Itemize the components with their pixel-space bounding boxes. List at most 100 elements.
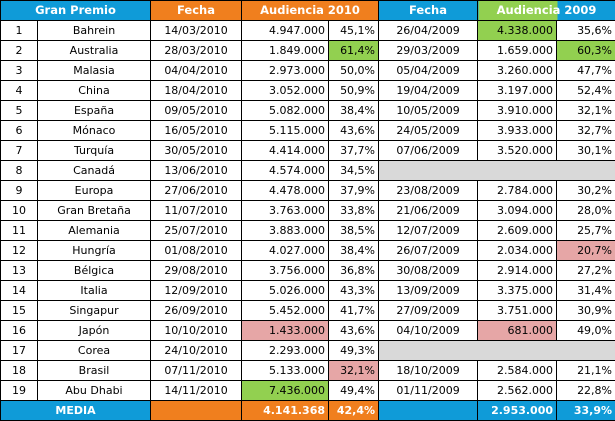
audience-2010: 4.478.000 bbox=[242, 181, 329, 201]
audience-2010: 2.293.000 bbox=[242, 341, 329, 361]
share-2009: 28,0% bbox=[557, 201, 615, 221]
row-number: 2 bbox=[1, 41, 38, 61]
date-2010: 24/10/2010 bbox=[151, 341, 242, 361]
header-audiencia-2010: Audiencia 2010 bbox=[242, 1, 379, 21]
audience-2009: 2.034.000 bbox=[478, 241, 557, 261]
date-2009: 12/07/2009 bbox=[379, 221, 478, 241]
audience-2009: 4.338.000 bbox=[478, 21, 557, 41]
row-number: 9 bbox=[1, 181, 38, 201]
no-race-2009 bbox=[379, 161, 615, 181]
grand-prix-name: Canadá bbox=[38, 161, 151, 181]
date-2009: 21/06/2009 bbox=[379, 201, 478, 221]
audience-2010: 2.973.000 bbox=[242, 61, 329, 81]
grand-prix-name: Malasia bbox=[38, 61, 151, 81]
date-2010: 13/06/2010 bbox=[151, 161, 242, 181]
audience-2010: 7.436.000 bbox=[242, 381, 329, 401]
audience-2010: 4.027.000 bbox=[242, 241, 329, 261]
share-2009: 32,1% bbox=[557, 101, 615, 121]
date-2010: 10/10/2010 bbox=[151, 321, 242, 341]
row-number: 3 bbox=[1, 61, 38, 81]
grand-prix-name: Corea bbox=[38, 341, 151, 361]
share-2010: 34,5% bbox=[329, 161, 379, 181]
no-race-2009 bbox=[379, 341, 615, 361]
date-2009: 30/08/2009 bbox=[379, 261, 478, 281]
share-2010: 49,4% bbox=[329, 381, 379, 401]
grand-prix-name: Brasil bbox=[38, 361, 151, 381]
row-number: 18 bbox=[1, 361, 38, 381]
audience-2009: 3.260.000 bbox=[478, 61, 557, 81]
share-2009: 25,7% bbox=[557, 221, 615, 241]
share-2010: 36,8% bbox=[329, 261, 379, 281]
row-number: 11 bbox=[1, 221, 38, 241]
header-fecha-2009: Fecha bbox=[379, 1, 478, 21]
footer-share-2009: 33,9% bbox=[557, 401, 615, 421]
share-2009: 31,4% bbox=[557, 281, 615, 301]
grand-prix-name: Gran Bretaña bbox=[38, 201, 151, 221]
row-number: 6 bbox=[1, 121, 38, 141]
row-number: 8 bbox=[1, 161, 38, 181]
row-number: 12 bbox=[1, 241, 38, 261]
date-2010: 27/06/2010 bbox=[151, 181, 242, 201]
share-2010: 49,3% bbox=[329, 341, 379, 361]
date-2009: 10/05/2009 bbox=[379, 101, 478, 121]
share-2010: 37,7% bbox=[329, 141, 379, 161]
date-2010: 14/03/2010 bbox=[151, 21, 242, 41]
row-number: 7 bbox=[1, 141, 38, 161]
grand-prix-name: Japón bbox=[38, 321, 151, 341]
date-2009: 07/06/2009 bbox=[379, 141, 478, 161]
audience-2009: 2.562.000 bbox=[478, 381, 557, 401]
share-2010: 37,9% bbox=[329, 181, 379, 201]
date-2009: 19/04/2009 bbox=[379, 81, 478, 101]
share-2009: 27,2% bbox=[557, 261, 615, 281]
share-2010: 43,6% bbox=[329, 321, 379, 341]
share-2009: 20,7% bbox=[557, 241, 615, 261]
header-audiencia-2009: Audiencia 2009 bbox=[478, 1, 615, 21]
header-gran-premio: Gran Premio bbox=[1, 1, 151, 21]
audience-2009: 2.609.000 bbox=[478, 221, 557, 241]
audience-2010: 1.433.000 bbox=[242, 321, 329, 341]
row-number: 1 bbox=[1, 21, 38, 41]
row-number: 15 bbox=[1, 301, 38, 321]
share-2009: 30,2% bbox=[557, 181, 615, 201]
date-2009: 05/04/2009 bbox=[379, 61, 478, 81]
grand-prix-name: Alemania bbox=[38, 221, 151, 241]
share-2010: 45,1% bbox=[329, 21, 379, 41]
grand-prix-name: Bahrein bbox=[38, 21, 151, 41]
audience-2010: 3.883.000 bbox=[242, 221, 329, 241]
footer-spacer-2009 bbox=[379, 401, 478, 421]
footer-share-2010: 42,4% bbox=[329, 401, 379, 421]
row-number: 10 bbox=[1, 201, 38, 221]
audience-2009: 3.910.000 bbox=[478, 101, 557, 121]
grand-prix-name: Bélgica bbox=[38, 261, 151, 281]
share-2010: 38,4% bbox=[329, 101, 379, 121]
audience-2009: 3.520.000 bbox=[478, 141, 557, 161]
share-2009: 21,1% bbox=[557, 361, 615, 381]
share-2009: 47,7% bbox=[557, 61, 615, 81]
date-2010: 14/11/2010 bbox=[151, 381, 242, 401]
date-2009: 24/05/2009 bbox=[379, 121, 478, 141]
audience-2010: 5.082.000 bbox=[242, 101, 329, 121]
audience-2009: 1.659.000 bbox=[478, 41, 557, 61]
date-2010: 16/05/2010 bbox=[151, 121, 242, 141]
audience-2009: 2.584.000 bbox=[478, 361, 557, 381]
audience-2009: 3.197.000 bbox=[478, 81, 557, 101]
date-2010: 12/09/2010 bbox=[151, 281, 242, 301]
share-2010: 50,9% bbox=[329, 81, 379, 101]
date-2009: 26/07/2009 bbox=[379, 241, 478, 261]
share-2009: 49,0% bbox=[557, 321, 615, 341]
date-2010: 01/08/2010 bbox=[151, 241, 242, 261]
date-2009: 13/09/2009 bbox=[379, 281, 478, 301]
